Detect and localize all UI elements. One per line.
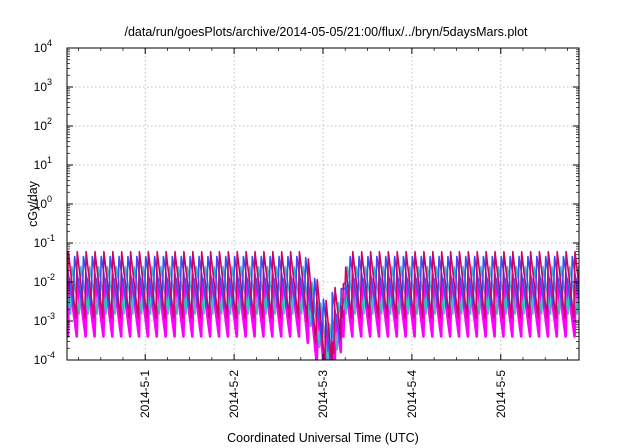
- x-tick-label: 2014-5-3: [316, 370, 330, 418]
- y-tick-label: 10: [34, 41, 48, 55]
- y-tick-label: 10: [34, 158, 48, 172]
- y-tick-label: 10: [34, 119, 48, 133]
- chart-title: /data/run/goesPlots/archive/2014-05-05/2…: [124, 25, 528, 39]
- y-tick-label: 10: [34, 80, 48, 94]
- y-tick-exponent: 0: [47, 194, 52, 204]
- x-tick-label: 2014-5-4: [405, 370, 419, 418]
- y-tick-label: 10: [34, 314, 48, 328]
- series-line-1: [67, 250, 579, 360]
- y-tick-exponent: -4: [47, 350, 55, 360]
- y-tick-exponent: 3: [47, 77, 52, 87]
- y-tick-label: 10: [34, 353, 48, 367]
- y-tick-label: 10: [34, 275, 48, 289]
- y-tick-exponent: 1: [47, 155, 52, 165]
- y-axis-label: cGy/day: [26, 180, 40, 227]
- y-tick-exponent: -2: [47, 272, 55, 282]
- y-tick-exponent: 2: [47, 116, 52, 126]
- y-tick-label: 10: [34, 197, 48, 211]
- y-tick-exponent: -1: [47, 233, 55, 243]
- x-tick-label: 2014-5-5: [494, 370, 508, 418]
- series-group: [67, 250, 579, 360]
- y-tick-label: 10: [34, 236, 48, 250]
- x-ticks: 2014-5-1 2014-5-2 2014-5-3 2014-5-4 2014-5-5: [78, 48, 568, 418]
- x-axis-label: Coordinated Universal Time (UTC): [227, 431, 419, 445]
- y-tick-exponent: -3: [47, 311, 55, 321]
- x-tick-label: 2014-5-2: [227, 370, 241, 418]
- y-tick-exponent: 4: [47, 38, 52, 48]
- series-line-2: [67, 255, 579, 360]
- x-tick-label: 2014-5-1: [138, 370, 152, 418]
